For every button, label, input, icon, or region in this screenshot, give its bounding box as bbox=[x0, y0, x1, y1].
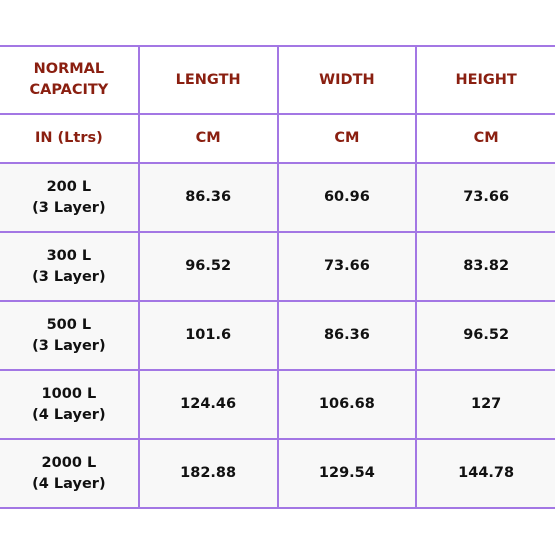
cell-text: 73.66 bbox=[463, 189, 510, 205]
cell-text: 2000 L bbox=[41, 454, 97, 471]
cell-text: HEIGHT bbox=[455, 71, 517, 88]
cell-text: LENGTH bbox=[175, 71, 241, 88]
cell-text: 124.46 bbox=[180, 396, 237, 412]
table-cell: HEIGHT bbox=[415, 45, 555, 115]
table-cell: 200 L (3 Layer) bbox=[0, 162, 140, 233]
table-cell: 129.54 bbox=[276, 438, 418, 509]
cell-text: (3 Layer) bbox=[32, 199, 106, 216]
cell-text: (3 Layer) bbox=[32, 268, 106, 285]
cell-text: (4 Layer) bbox=[32, 475, 106, 492]
table-wrap: NORMAL CAPACITY LENGTH WIDTH HEIGHT IN (Ltrs)… bbox=[0, 45, 555, 509]
table-cell: 1000 L (4 Layer) bbox=[0, 369, 140, 440]
cell-text: (3 Layer) bbox=[32, 337, 106, 354]
table-cell: 96.52 bbox=[415, 300, 555, 371]
table-cell: NORMAL CAPACITY bbox=[0, 45, 140, 115]
cell-text: 96.52 bbox=[185, 258, 232, 274]
table-cell: 86.36 bbox=[137, 162, 279, 233]
table-cell: 96.52 bbox=[137, 231, 279, 302]
cell-text: 182.88 bbox=[180, 465, 237, 481]
cell-text: 144.78 bbox=[458, 465, 515, 481]
cell-text: 129.54 bbox=[318, 465, 375, 481]
table-cell: CM bbox=[415, 113, 555, 164]
table-row: 300 L (3 Layer) 96.52 73.66 83.82 bbox=[0, 231, 555, 302]
table-cell: CM bbox=[276, 113, 418, 164]
cell-text: CM bbox=[334, 130, 360, 146]
table-cell: 73.66 bbox=[276, 231, 418, 302]
cell-text: CM bbox=[195, 130, 221, 146]
table-cell: IN (Ltrs) bbox=[0, 113, 140, 164]
table-row: 2000 L (4 Layer) 182.88 129.54 144.78 bbox=[0, 438, 555, 509]
cell-text: 127 bbox=[470, 396, 502, 412]
cell-text: 73.66 bbox=[323, 258, 370, 274]
cell-text: 500 L bbox=[46, 316, 92, 333]
capacity-table: NORMAL CAPACITY LENGTH WIDTH HEIGHT IN (Ltrs)… bbox=[0, 45, 555, 509]
table-cell: 86.36 bbox=[276, 300, 418, 371]
table-row: 500 L (3 Layer) 101.6 86.36 96.52 bbox=[0, 300, 555, 371]
table-cell: 2000 L (4 Layer) bbox=[0, 438, 140, 509]
table-cell: 300 L (3 Layer) bbox=[0, 231, 140, 302]
table-body: NORMAL CAPACITY LENGTH WIDTH HEIGHT IN (Ltrs)… bbox=[0, 45, 555, 509]
cell-text: IN (Ltrs) bbox=[34, 130, 103, 146]
cell-text: 96.52 bbox=[463, 327, 510, 343]
table-cell: 127 bbox=[415, 369, 555, 440]
cell-text: 300 L bbox=[46, 247, 92, 264]
table-row: 1000 L (4 Layer) 124.46 106.68 127 bbox=[0, 369, 555, 440]
cell-text: 106.68 bbox=[318, 396, 375, 412]
table-cell: 144.78 bbox=[415, 438, 555, 509]
table-row: NORMAL CAPACITY LENGTH WIDTH HEIGHT bbox=[0, 45, 555, 115]
table-cell: 73.66 bbox=[415, 162, 555, 233]
cell-text: 86.36 bbox=[185, 189, 232, 205]
cell-text: 200 L bbox=[46, 178, 92, 195]
table-cell: WIDTH bbox=[276, 45, 418, 115]
cell-text: 86.36 bbox=[323, 327, 370, 343]
cell-text: 60.96 bbox=[323, 189, 370, 205]
cell-text: 83.82 bbox=[463, 258, 510, 274]
table-cell: 101.6 bbox=[137, 300, 279, 371]
table-row: 200 L (3 Layer) 86.36 60.96 73.66 bbox=[0, 162, 555, 233]
cell-text: (4 Layer) bbox=[32, 406, 106, 423]
table-cell: 182.88 bbox=[137, 438, 279, 509]
cell-text: CM bbox=[473, 130, 499, 146]
table-row: IN (Ltrs) CM CM CM bbox=[0, 113, 555, 164]
cell-text: CAPACITY bbox=[29, 82, 109, 98]
cell-text: 1000 L bbox=[41, 385, 97, 402]
table-cell: 106.68 bbox=[276, 369, 418, 440]
cell-text: NORMAL bbox=[33, 61, 105, 77]
cell-text: 101.6 bbox=[185, 327, 232, 343]
cell-text: WIDTH bbox=[319, 71, 375, 88]
table-cell: CM bbox=[137, 113, 279, 164]
table-cell: 500 L (3 Layer) bbox=[0, 300, 140, 371]
table-cell: 60.96 bbox=[276, 162, 418, 233]
table-cell: LENGTH bbox=[137, 45, 279, 115]
table-cell: 83.82 bbox=[415, 231, 555, 302]
table-cell: 124.46 bbox=[137, 369, 279, 440]
